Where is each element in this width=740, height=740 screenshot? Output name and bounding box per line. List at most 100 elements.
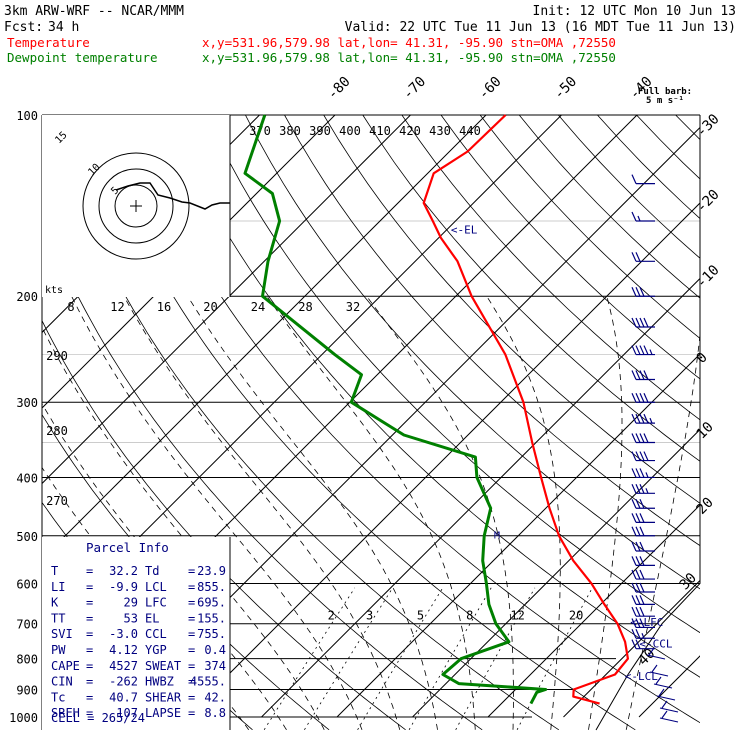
wind-barb-low-flag-1 <box>651 664 658 673</box>
parcel-row-cin: CIN = -262 HWBZ =4555. <box>51 675 226 689</box>
parcel-val-cin: -262 <box>109 675 138 689</box>
mixing-ratio-label-5: 5 <box>417 609 424 623</box>
theta-label-410: 410 <box>369 124 391 138</box>
wind-barb-flag-full <box>643 345 649 355</box>
isotherm-label--80: -80 <box>325 74 354 103</box>
parcel-row-li: LI = -9.9 LCL = 855. <box>51 580 226 594</box>
wind-barb-680 <box>631 606 655 617</box>
parcel-key-lcl: LCL <box>145 580 167 594</box>
dry-adiabat-360 <box>284 115 700 547</box>
moist-adiabat-25 <box>366 295 514 730</box>
dry-adiabat-290 <box>42 214 483 730</box>
parcel-info-background <box>42 537 230 730</box>
wind-barb-flag-full <box>635 582 641 593</box>
wind-barb-flag-full <box>631 498 637 509</box>
hodograph-speed-16: 16 <box>157 300 171 314</box>
pressure-label-500: 500 <box>16 530 38 544</box>
wind-barb-low-flag-2 <box>655 676 662 685</box>
parcel-val-tc: 40.7 <box>109 690 138 704</box>
dewpoint-location: x,y=531.96,579.98 lat,lon= 41.31, -95.90… <box>202 50 616 65</box>
theta-label-290: 290 <box>46 349 68 363</box>
mixing-ratio-label-2: 2 <box>328 609 335 623</box>
parcel-eq-cape: = <box>86 659 93 673</box>
wind-barb-flag-full <box>635 451 641 461</box>
parcel-eq2-hwbz: = <box>188 675 195 689</box>
wind-barb-low-5 <box>659 717 679 723</box>
wind-barb-flag-full <box>639 317 645 328</box>
parcel-eq2-el: = <box>188 611 195 625</box>
wind-barb-flag-full <box>631 370 637 380</box>
wind-barb-low-0 <box>646 654 666 660</box>
parcel-eq2-lcl: = <box>188 580 195 594</box>
wind-barb-flag-full <box>635 513 641 523</box>
parcel-key-tt: TT <box>51 611 65 625</box>
wind-barb-530 <box>631 541 655 552</box>
parcel-key-td: Td <box>145 564 159 578</box>
dry-adiabat-380 <box>362 115 700 462</box>
isotherm-label-20: 20 <box>694 495 717 518</box>
parcel-row-k: K = 29 LFC = 695. <box>51 596 226 610</box>
isotherm-50 <box>715 115 740 717</box>
parcel-row-pw: PW = 4.12 YGP = 0.4 <box>51 643 226 657</box>
wind-barb-flag-full <box>631 286 637 297</box>
parcel-val-el: 155. <box>197 611 226 625</box>
wind-barb-low-3 <box>656 695 676 701</box>
wind-barb-flag-full <box>631 451 637 461</box>
wind-barb-low-flag-3 <box>658 688 665 697</box>
dewpoint-legend: Dewpoint temperature <box>7 50 158 65</box>
moist-adiabat--5 <box>42 402 287 730</box>
parcel-key-lfc: LFC <box>145 596 167 610</box>
isotherm--10 <box>261 277 700 718</box>
parcel-info-cell: CELL = 265/24 <box>51 711 145 725</box>
parcel-eq2-shear: = <box>188 690 195 704</box>
wind-barb-flag-full <box>639 526 645 537</box>
wind-barb-flag-full <box>639 451 645 461</box>
parcel-key-shear: SHEAR <box>145 690 182 704</box>
wind-barb-flag-full <box>631 526 637 537</box>
wind-barb-flag-full <box>635 629 641 639</box>
parcel-eq-tc: = <box>86 690 93 704</box>
theta-label-380: 380 <box>279 124 301 138</box>
moist-adiabat-15 <box>187 295 438 730</box>
wind-barb-flag-full <box>639 286 645 297</box>
wind-barb-flag-half <box>645 472 649 478</box>
wind-barb-flag-full <box>635 639 641 649</box>
parcel-val-lcl: 855. <box>197 580 226 594</box>
parcel-key-li: LI <box>51 580 65 594</box>
parcel-row-svi: SVI = -3.0 CCL = 755. <box>51 627 226 641</box>
pressure-label-900: 900 <box>16 683 38 697</box>
parcel-val-ccl: 755. <box>197 627 226 641</box>
parcel-key-cape: CAPE <box>51 659 80 673</box>
wind-barb-620 <box>631 582 655 593</box>
wind-barb-300 <box>631 392 655 403</box>
parcel-val-sreh: 107 <box>116 706 138 720</box>
temperature-legend: Temperature <box>7 35 90 50</box>
parcel-eq-cin: = <box>86 675 93 689</box>
wind-barb-flag-full <box>635 433 641 443</box>
mixing-ratio-label-8: 8 <box>466 609 473 623</box>
wind-barb-flag-full <box>639 582 645 593</box>
hodograph-speed-24: 24 <box>251 300 265 314</box>
wind-barb-flag-full <box>639 618 645 628</box>
wind-barb-flag-full <box>635 569 641 580</box>
hodograph-trace <box>115 182 230 210</box>
wind-barb-flag-full <box>639 484 645 494</box>
wind-barb-flag-full <box>635 606 641 617</box>
isotherm--80 <box>42 115 336 409</box>
parcel-eq2-td: = <box>188 564 195 578</box>
parcel-eq2-lapse: = <box>188 706 195 720</box>
wind-barb-flag-full <box>635 392 641 403</box>
wind-barb-low-flag-4 <box>661 700 668 709</box>
wind-barb-flag-full <box>631 618 637 628</box>
wind-barb-flag-full <box>635 468 641 478</box>
theta-label-400: 400 <box>339 124 361 138</box>
mixing-ratio-label-12: 12 <box>510 609 524 623</box>
parcel-info-rows: T = 32.2 Td = 23.9LI = -9.9 LCL = 855.K = 29 LFC = 695.… <box>51 564 226 720</box>
isotherm-label--10: -10 <box>694 262 723 291</box>
parcel-eq-k: = <box>86 596 93 610</box>
isotherm-0 <box>336 353 700 718</box>
wind-barb-flag-full <box>643 370 649 380</box>
parcel-key-lapse: LAPSE <box>145 706 181 720</box>
parcel-eq-tt: = <box>86 611 93 625</box>
